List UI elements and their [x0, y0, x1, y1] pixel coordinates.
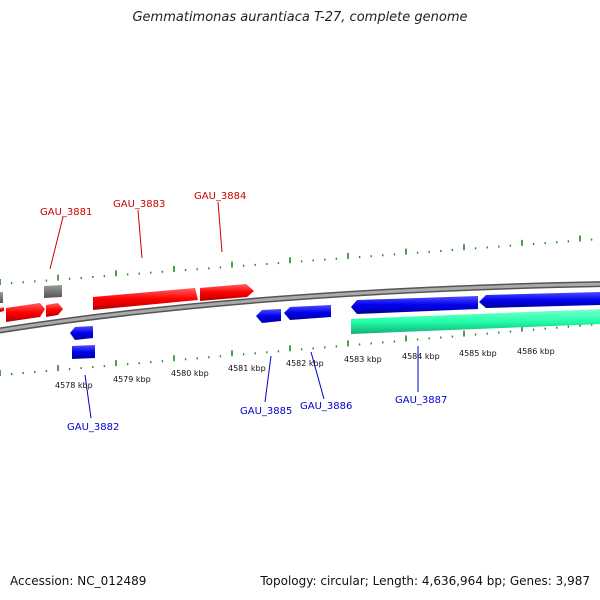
gene-label[interactable]: GAU_3881: [40, 207, 92, 218]
scale-labels: 4578 kbp 4579 kbp 4580 kbp 4581 kbp 4582…: [55, 347, 555, 390]
scale-label: 4583 kbp: [344, 355, 382, 364]
label-leaders: [49, 201, 419, 419]
map-title: Gemmatimonas aurantiaca T-27, complete g…: [132, 10, 468, 25]
leader-line: [264, 355, 272, 403]
gene-label[interactable]: GAU_3886: [300, 401, 352, 412]
gene-arrow[interactable]: [200, 284, 254, 301]
scale-label: 4578 kbp: [55, 381, 93, 390]
inner-tick-row: [0, 320, 593, 376]
gene-arrow[interactable]: [479, 292, 600, 308]
scale-label: 4581 kbp: [228, 364, 266, 373]
gene-label[interactable]: GAU_3887: [395, 395, 447, 406]
leader-line: [49, 216, 64, 270]
gene-arrow[interactable]: [351, 296, 478, 314]
other-genes: [0, 285, 62, 303]
gene-arrow[interactable]: [284, 305, 331, 320]
gene-box[interactable]: [72, 345, 95, 359]
gene-label[interactable]: GAU_3883: [113, 199, 165, 210]
gene-label[interactable]: GAU_3882: [67, 422, 119, 433]
forward-genes: [0, 284, 254, 322]
gene-label[interactable]: GAU_3885: [240, 406, 292, 417]
gene-label[interactable]: GAU_3884: [194, 191, 246, 202]
outer-tick-row: [0, 235, 593, 285]
leader-line: [310, 351, 325, 400]
scale-label: 4585 kbp: [459, 349, 497, 358]
accession-text: Accession: NC_012489: [10, 574, 147, 588]
scale-label: 4580 kbp: [171, 369, 209, 378]
genome-summary-text: Topology: circular; Length: 4,636,964 bp…: [260, 574, 590, 588]
leader-line: [84, 374, 92, 419]
leader-line: [217, 201, 223, 253]
scale-label: 4582 kbp: [286, 359, 324, 368]
scale-label: 4584 kbp: [402, 352, 440, 361]
rna-gene[interactable]: [351, 309, 600, 334]
gene-arrow[interactable]: [93, 288, 198, 310]
gene-box[interactable]: [0, 292, 3, 303]
scale-label: 4586 kbp: [517, 347, 555, 356]
reverse-genes: [70, 292, 600, 359]
gene-arrow[interactable]: [70, 326, 93, 340]
scale-label: 4579 kbp: [113, 375, 151, 384]
gene-arrow[interactable]: [46, 303, 63, 317]
gene-box[interactable]: [44, 285, 62, 298]
gene-arrow[interactable]: [0, 307, 4, 312]
gene-labels: GAU_3881 GAU_3883 GAU_3884 GAU_3882 GAU_…: [40, 191, 447, 433]
leader-line: [137, 209, 143, 259]
gene-arrow[interactable]: [256, 309, 281, 323]
chromosome-backbone-highlight: [0, 282, 600, 332]
gene-arrow[interactable]: [6, 303, 45, 322]
